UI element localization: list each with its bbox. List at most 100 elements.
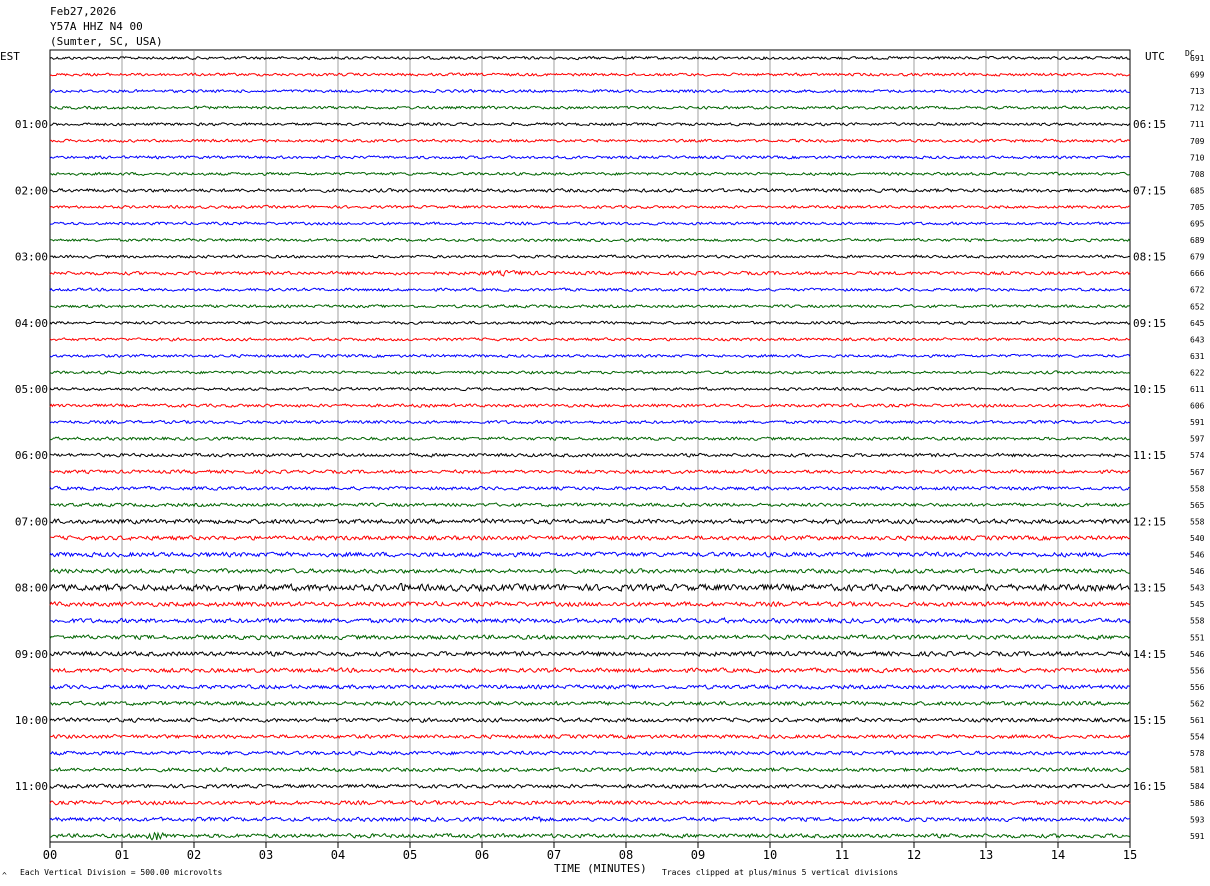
corner-mark: ^ xyxy=(2,871,7,880)
dc-offset-value: 581 xyxy=(1190,766,1205,775)
utc-hour-label: 10:15 xyxy=(1133,383,1166,396)
utc-hour-label: 09:15 xyxy=(1133,317,1166,330)
seismic-trace xyxy=(50,733,1131,740)
est-hour-label: 07:00 xyxy=(15,515,48,528)
seismic-trace xyxy=(49,221,1131,226)
dc-offset-value: 545 xyxy=(1190,600,1205,609)
est-hour-label: 04:00 xyxy=(15,317,48,330)
seismic-trace xyxy=(49,783,1131,789)
dc-offset-value: 709 xyxy=(1190,137,1205,146)
dc-offset-value: 708 xyxy=(1190,170,1205,179)
seismic-trace xyxy=(49,320,1131,325)
seismic-trace xyxy=(49,650,1131,658)
seismic-trace xyxy=(49,485,1131,491)
seismic-trace xyxy=(49,237,1131,243)
dc-offset-value: 593 xyxy=(1190,815,1205,824)
dc-offset-value: 643 xyxy=(1190,335,1205,344)
seismic-trace xyxy=(49,534,1131,541)
dc-offset-value: 558 xyxy=(1190,617,1205,626)
dc-offset-value: 543 xyxy=(1190,584,1205,593)
x-tick-label: 02 xyxy=(187,848,201,862)
x-tick-label: 13 xyxy=(979,848,993,862)
dc-offset-value: 606 xyxy=(1190,402,1205,411)
dc-offset-value: 546 xyxy=(1190,551,1205,560)
seismic-trace xyxy=(49,171,1131,176)
utc-hour-label: 14:15 xyxy=(1133,648,1166,661)
dc-offset-value: 679 xyxy=(1190,253,1205,262)
dc-offset-value: 611 xyxy=(1190,385,1205,394)
seismic-trace xyxy=(49,55,1131,61)
x-tick-label: 00 xyxy=(43,848,57,862)
clip-note: Traces clipped at plus/minus 5 vertical … xyxy=(662,868,899,877)
seismic-trace xyxy=(49,469,1131,475)
seismic-trace xyxy=(49,370,1131,375)
dc-offset-value: 561 xyxy=(1190,716,1205,725)
seismic-trace xyxy=(49,436,1130,441)
dc-offset-value: 672 xyxy=(1190,286,1205,295)
dc-offset-value: 689 xyxy=(1190,236,1205,245)
x-tick-label: 12 xyxy=(907,848,921,862)
seismic-trace xyxy=(49,684,1131,690)
est-hour-label: 08:00 xyxy=(15,582,48,595)
dc-offset-value: 695 xyxy=(1190,220,1205,229)
seismic-trace xyxy=(49,502,1130,508)
header-location: (Sumter, SC, USA) xyxy=(50,35,163,48)
dc-offset-value: 591 xyxy=(1190,418,1205,427)
seismic-trace xyxy=(49,88,1131,94)
header-station: Y57A HHZ N4 00 xyxy=(50,20,143,33)
dc-offset-value: 558 xyxy=(1190,484,1205,493)
seismic-trace xyxy=(49,204,1131,210)
seismic-trace xyxy=(49,717,1131,723)
dc-offset-value: 565 xyxy=(1190,501,1205,510)
seismic-trace xyxy=(49,254,1131,259)
dc-offset-value: 556 xyxy=(1190,683,1205,692)
utc-hour-label: 12:15 xyxy=(1133,515,1166,528)
est-hour-label: 11:00 xyxy=(15,780,48,793)
seismic-trace xyxy=(49,518,1131,525)
dc-offset-value: 584 xyxy=(1190,782,1205,791)
x-tick-label: 10 xyxy=(763,848,777,862)
dc-offset-value: 562 xyxy=(1190,699,1205,708)
seismic-trace xyxy=(49,72,1131,77)
dc-offset-value: 713 xyxy=(1190,87,1205,96)
x-tick-label: 09 xyxy=(691,848,705,862)
est-hour-label: 02:00 xyxy=(15,184,48,197)
dc-offset-value: 556 xyxy=(1190,666,1205,675)
seismic-trace xyxy=(49,403,1131,408)
seismic-trace xyxy=(49,287,1131,292)
dc-offset-value: 691 xyxy=(1190,54,1205,63)
seismic-trace xyxy=(49,816,1131,823)
seismic-trace xyxy=(49,616,1131,624)
est-hour-label: 10:00 xyxy=(15,714,48,727)
est-hour-label: 01:00 xyxy=(15,118,48,131)
x-tick-label: 08 xyxy=(619,848,633,862)
dc-offset-value: 666 xyxy=(1190,269,1205,278)
dc-offset-value: 586 xyxy=(1190,799,1205,808)
dc-offset-value: 712 xyxy=(1190,104,1205,113)
dc-offset-value: 591 xyxy=(1190,832,1205,841)
seismic-trace xyxy=(49,582,1131,593)
seismic-trace xyxy=(49,155,1131,160)
seismic-trace xyxy=(49,831,1131,841)
x-tick-label: 06 xyxy=(475,848,489,862)
seismic-trace xyxy=(49,799,1131,806)
dc-offset-value: 546 xyxy=(1190,650,1205,659)
seismic-trace xyxy=(49,105,1131,110)
seismic-trace xyxy=(49,187,1131,193)
scale-note: Each Vertical Division = 500.00 microvol… xyxy=(20,868,223,877)
dc-offset-value: 699 xyxy=(1190,71,1205,80)
utc-hour-label: 13:15 xyxy=(1133,582,1166,595)
seismic-trace xyxy=(49,700,1131,707)
est-hour-label: 05:00 xyxy=(15,383,48,396)
utc-hour-label: 06:15 xyxy=(1133,118,1166,131)
est-hour-label: 03:00 xyxy=(15,251,48,264)
x-tick-label: 03 xyxy=(259,848,273,862)
seismic-trace xyxy=(49,567,1131,575)
header-date: Feb27,2026 xyxy=(50,5,117,18)
dc-offset-value: 710 xyxy=(1190,153,1205,162)
seismic-trace xyxy=(49,634,1131,641)
utc-hour-label: 15:15 xyxy=(1133,714,1166,727)
utc-hour-label: 11:15 xyxy=(1133,449,1166,462)
x-axis-title: TIME (MINUTES) xyxy=(554,862,647,875)
